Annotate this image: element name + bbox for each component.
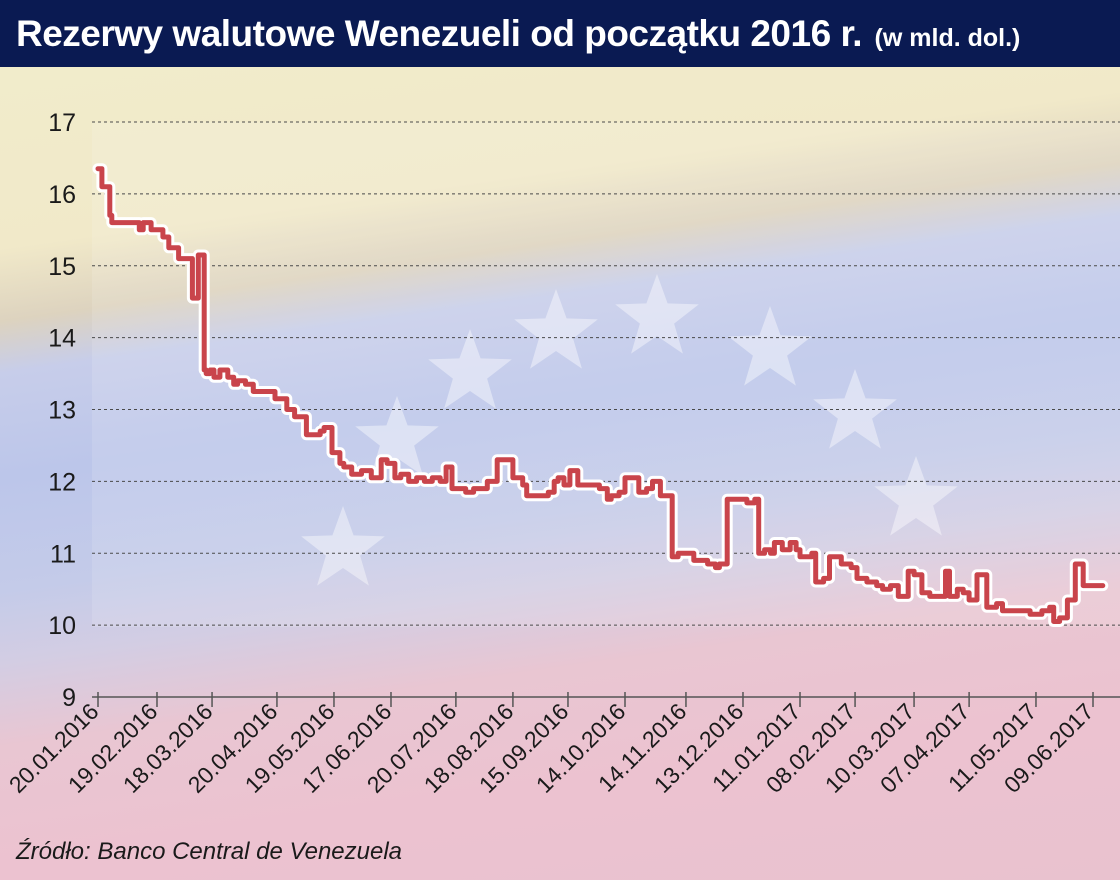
- plot-panel: [92, 122, 1120, 627]
- y-tick-label: 16: [48, 181, 76, 209]
- y-tick-label: 12: [48, 468, 76, 496]
- flag-stars: [301, 274, 958, 586]
- flag-star-4: [514, 289, 598, 369]
- y-tick-label: 14: [48, 325, 76, 353]
- y-tick-label: 13: [48, 397, 76, 425]
- y-tick-label: 9: [62, 684, 76, 712]
- flag-star-5: [615, 274, 699, 354]
- flag-star-1: [301, 506, 385, 586]
- source-note: Źródło: Banco Central de Venezuela: [16, 838, 403, 865]
- flag-star-3: [428, 329, 512, 409]
- flag-star-2: [355, 396, 439, 476]
- flag-star-8: [874, 456, 958, 536]
- y-tick-label: 15: [48, 253, 76, 281]
- series-line: [95, 166, 1106, 624]
- y-axis: 9 10 11 12 13 14 15 16 17: [48, 109, 76, 712]
- y-tick-label: 11: [50, 540, 76, 568]
- y-tick-label: 10: [48, 612, 76, 640]
- flag-star-6: [728, 306, 812, 386]
- title-bar: Rezerwy walutowe Wenezueli od początku 2…: [0, 0, 1120, 67]
- chart-title: Rezerwy walutowe Wenezueli od początku 2…: [16, 13, 863, 54]
- chart-unit: (w mld. dol.): [874, 24, 1021, 52]
- flag-star-7: [813, 369, 897, 449]
- series-layer: [92, 163, 1109, 627]
- x-axis: 20.01.201619.02.201618.03.201620.04.2016…: [4, 692, 1120, 798]
- y-tick-label: 17: [48, 109, 76, 137]
- chart-area: 9 10 11 12 13 14 15 16 17 20.01.201619.02.201618…: [4, 109, 1120, 798]
